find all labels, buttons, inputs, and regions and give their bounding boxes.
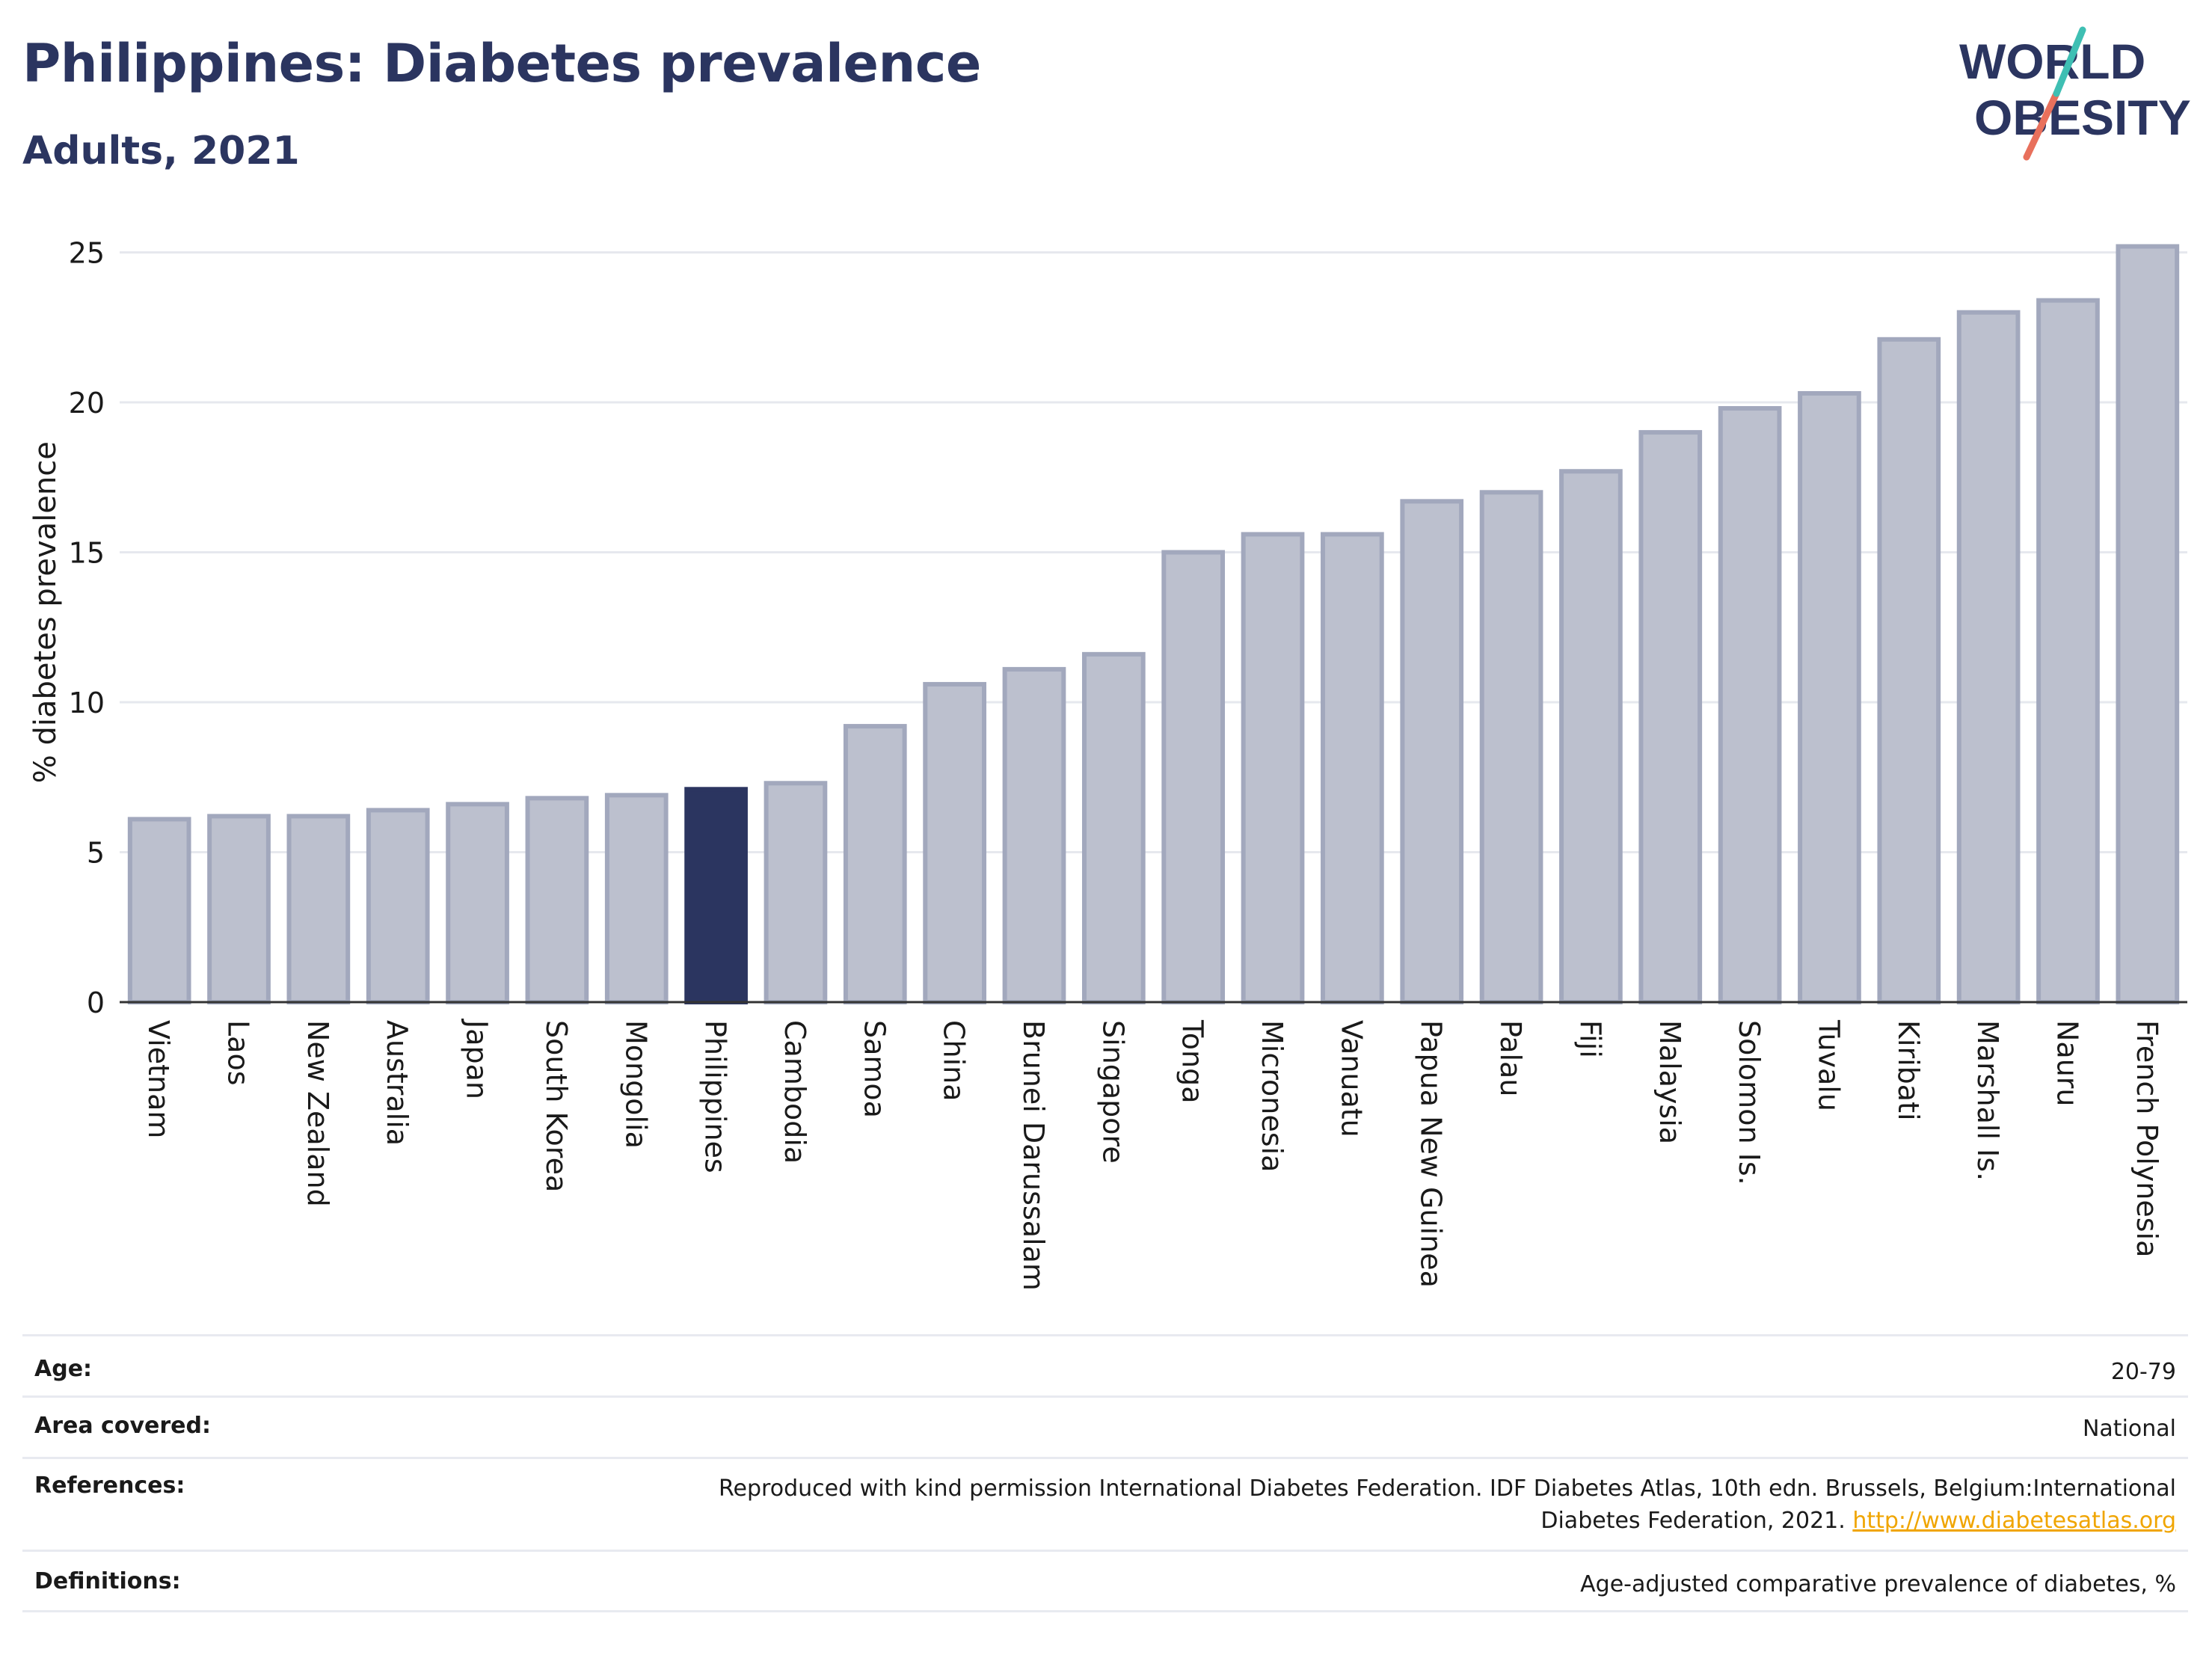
- x-tick-label: Tonga: [1176, 1019, 1209, 1104]
- y-axis-label: % diabetes prevalence: [28, 441, 63, 783]
- x-tick-label: Marshall Is.: [1971, 1020, 2004, 1181]
- bar-chart: 0 5 10 15 20 25 Vietnam Laos New Zealand Austral…: [28, 237, 2187, 1291]
- bar-nauru: [2036, 298, 2100, 1005]
- world-obesity-logo: WORLD OBESITY: [1959, 26, 2191, 161]
- x-tick-label: Philippines: [699, 1020, 732, 1173]
- x-tick-label: Fiji: [1573, 1020, 1606, 1058]
- meta-ref-line1: Reproduced with kind permission Internat…: [719, 1476, 2176, 1502]
- x-tick-label: Samoa: [858, 1020, 891, 1118]
- x-tick-label: Vanuatu: [1335, 1020, 1368, 1137]
- y-tick-label: 25: [69, 237, 105, 270]
- x-tick-labels: Vietnam Laos New Zealand Australia Japan Sout…: [142, 1019, 2163, 1291]
- bar-china: [923, 681, 986, 1004]
- x-tick-label: China: [938, 1020, 971, 1102]
- bar-japan: [446, 802, 509, 1004]
- grid-lines: [120, 251, 2187, 1004]
- bar-malaysia: [1638, 430, 1703, 1004]
- x-tick-label: Singapore: [1096, 1020, 1129, 1164]
- bar-vietnam: [127, 817, 191, 1005]
- meta-ref-value: Reproduced with kind permission Internat…: [719, 1473, 2176, 1537]
- x-tick-label: Vietnam: [142, 1020, 175, 1138]
- x-tick-label: Mongolia: [619, 1020, 652, 1149]
- y-tick-label: 10: [69, 687, 105, 719]
- y-tick-labels: 0 5 10 15 20 25: [69, 237, 105, 1020]
- x-tick-label: Tuvalu: [1812, 1019, 1845, 1111]
- x-tick-label: Australia: [381, 1020, 414, 1146]
- meta-ref-label: References:: [34, 1473, 185, 1499]
- bar-tuvalu: [1798, 390, 1861, 1004]
- meta-def-label: Definitions:: [34, 1568, 181, 1594]
- meta-row-definitions: Definitions: Age-adjusted comparative pr…: [22, 1550, 2188, 1612]
- x-tick-label: Laos: [222, 1020, 255, 1086]
- metadata-table: Age: 20-79 Area covered: National Refere…: [22, 1334, 2188, 1612]
- bar-french-polynesia: [2116, 244, 2180, 1005]
- chart-subtitle: Adults, 2021: [22, 129, 300, 174]
- bar-solomon-is-: [1718, 406, 1782, 1004]
- bar-palau: [1479, 490, 1543, 1004]
- x-tick-label: Japan: [461, 1019, 494, 1099]
- x-tick-label: Cambodia: [778, 1020, 811, 1164]
- diabetes-atlas-link[interactable]: http://www.diabetesatlas.org: [1852, 1508, 2176, 1534]
- logo-word-1: WORLD: [1959, 34, 2145, 89]
- meta-area-label: Area covered:: [34, 1413, 211, 1439]
- x-tick-label: Palau: [1494, 1020, 1527, 1096]
- bar-brunei-darussalam: [1002, 666, 1066, 1004]
- bar-papua-new-guinea: [1400, 499, 1464, 1004]
- meta-area-value: National: [2082, 1416, 2176, 1442]
- meta-age-label: Age:: [34, 1356, 93, 1382]
- bar-fiji: [1559, 469, 1623, 1004]
- bar-singapore: [1081, 651, 1146, 1005]
- x-tick-label: South Korea: [540, 1020, 573, 1192]
- x-tick-label: New Zealand: [301, 1020, 334, 1207]
- bar-new-zealand: [286, 814, 351, 1004]
- x-tick-label: Nauru: [2050, 1020, 2083, 1107]
- bar-tonga: [1161, 550, 1226, 1004]
- bar-micronesia: [1241, 532, 1305, 1004]
- chart-title: Philippines: Diabetes prevalence: [22, 33, 981, 94]
- x-tick-label: Kiribati: [1892, 1020, 1925, 1121]
- bar-australia: [366, 808, 430, 1004]
- bar-laos: [207, 814, 271, 1004]
- meta-ref-line2: Diabetes Federation, 2021.: [1540, 1508, 1846, 1534]
- x-tick-label: French Polynesia: [2130, 1020, 2163, 1257]
- bar-philippines: [684, 787, 748, 1005]
- bar-kiribati: [1877, 337, 1941, 1005]
- bar-vanuatu: [1321, 532, 1384, 1004]
- meta-age-value: 20-79: [2110, 1359, 2176, 1385]
- x-tick-label: Malaysia: [1653, 1020, 1686, 1144]
- bar-marshall-is-: [1956, 310, 2021, 1004]
- bar-samoa: [843, 724, 907, 1005]
- x-tick-label: Brunei Darussalam: [1017, 1020, 1050, 1291]
- y-tick-label: 5: [87, 837, 105, 870]
- meta-def-value: Age-adjusted comparative prevalence of d…: [1580, 1571, 2176, 1597]
- bar-cambodia: [764, 781, 828, 1005]
- meta-row-area: Area covered: National: [22, 1395, 2188, 1457]
- x-tick-label: Papua New Guinea: [1415, 1020, 1448, 1288]
- bars: [127, 244, 2180, 1005]
- bar-mongolia: [604, 793, 669, 1005]
- logo-slash-coral: [2023, 90, 2060, 161]
- y-tick-label: 20: [69, 387, 105, 420]
- x-tick-label: Solomon Is.: [1733, 1020, 1766, 1185]
- meta-row-age: Age: 20-79: [22, 1334, 2188, 1395]
- x-tick-label: Micronesia: [1256, 1020, 1288, 1172]
- y-tick-label: 15: [69, 537, 105, 570]
- meta-row-references: References: Reproduced with kind permiss…: [22, 1457, 2188, 1550]
- logo-slash-teal: [2053, 26, 2086, 97]
- bar-south-korea: [525, 796, 589, 1004]
- y-tick-label: 0: [87, 986, 105, 1019]
- logo-word-2: OBESITY: [1974, 90, 2191, 145]
